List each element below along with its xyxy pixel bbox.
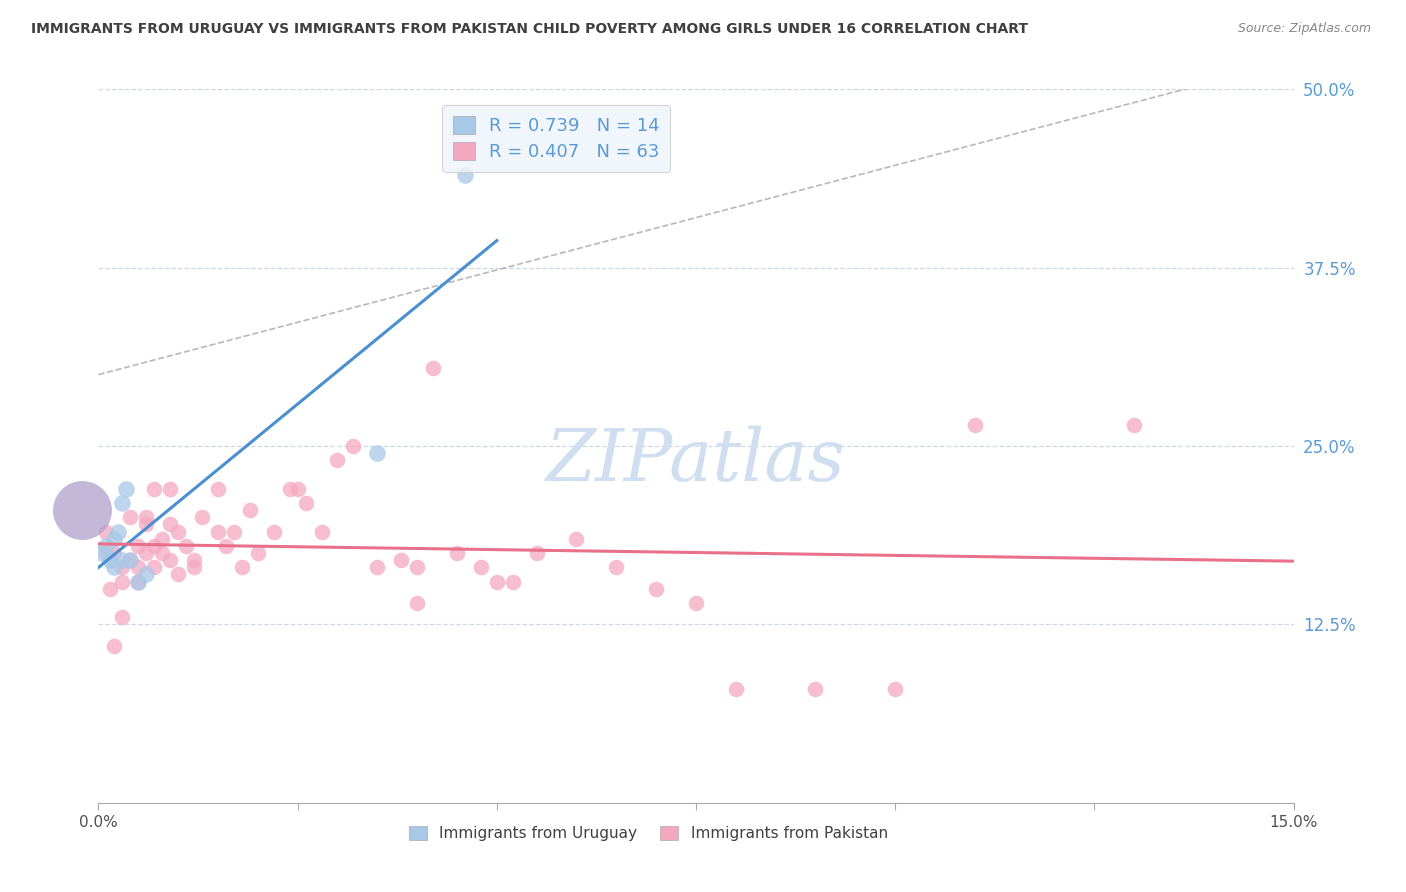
Point [98, 582, 122, 596]
Point [215, 539, 238, 553]
Point [406, 596, 429, 610]
Point [127, 574, 149, 589]
Point [446, 546, 468, 560]
Point [127, 539, 149, 553]
Point [120, 510, 142, 524]
Point [103, 546, 125, 560]
Point [183, 553, 205, 567]
Point [389, 553, 412, 567]
Point [406, 560, 429, 574]
Point [422, 360, 444, 375]
Point [150, 532, 173, 546]
Point [115, 482, 138, 496]
Point [724, 681, 747, 696]
Point [183, 560, 205, 574]
Point [485, 574, 508, 589]
Point [366, 560, 388, 574]
Point [135, 546, 157, 560]
Point [804, 681, 827, 696]
Point [127, 574, 149, 589]
Point [135, 567, 157, 582]
Point [685, 596, 707, 610]
Point [263, 524, 285, 539]
Point [98, 553, 122, 567]
Point [159, 482, 181, 496]
Point [326, 453, 349, 467]
Point [167, 567, 190, 582]
Point [111, 553, 134, 567]
Point [222, 524, 245, 539]
Point [135, 517, 157, 532]
Point [107, 524, 129, 539]
Point [167, 524, 190, 539]
Point [111, 574, 134, 589]
Point [311, 524, 333, 539]
Point [278, 482, 301, 496]
Point [342, 439, 364, 453]
Point [143, 539, 166, 553]
Point [111, 496, 134, 510]
Point [963, 417, 986, 432]
Point [454, 168, 477, 182]
Point [1123, 417, 1146, 432]
Text: Source: ZipAtlas.com: Source: ZipAtlas.com [1237, 22, 1371, 36]
Point [150, 546, 173, 560]
Point [135, 510, 157, 524]
Point [645, 582, 668, 596]
Point [246, 546, 269, 560]
Text: IMMIGRANTS FROM URUGUAY VS IMMIGRANTS FROM PAKISTAN CHILD POVERTY AMONG GIRLS UN: IMMIGRANTS FROM URUGUAY VS IMMIGRANTS FR… [31, 22, 1028, 37]
Point [127, 560, 149, 574]
Point [96, 539, 118, 553]
Point [103, 532, 125, 546]
Point [526, 546, 548, 560]
Point [143, 482, 166, 496]
Point [502, 574, 524, 589]
Point [159, 517, 181, 532]
Point [565, 532, 588, 546]
Point [72, 503, 94, 517]
Point [91, 546, 114, 560]
Point [103, 560, 125, 574]
Point [120, 553, 142, 567]
Point [159, 553, 181, 567]
Point [605, 560, 627, 574]
Point [174, 539, 197, 553]
Point [231, 560, 253, 574]
Point [239, 503, 262, 517]
Point [207, 482, 229, 496]
Point [207, 524, 229, 539]
Point [191, 510, 214, 524]
Point [120, 553, 142, 567]
Point [287, 482, 309, 496]
Text: ZIPatlas: ZIPatlas [546, 425, 846, 496]
Point [111, 560, 134, 574]
Point [366, 446, 388, 460]
Point [294, 496, 316, 510]
Point [143, 560, 166, 574]
Legend: Immigrants from Uruguay, Immigrants from Pakistan: Immigrants from Uruguay, Immigrants from… [401, 818, 896, 848]
Point [96, 546, 118, 560]
Point [470, 560, 492, 574]
Point [884, 681, 907, 696]
Point [103, 639, 125, 653]
Point [96, 524, 118, 539]
Point [111, 610, 134, 624]
